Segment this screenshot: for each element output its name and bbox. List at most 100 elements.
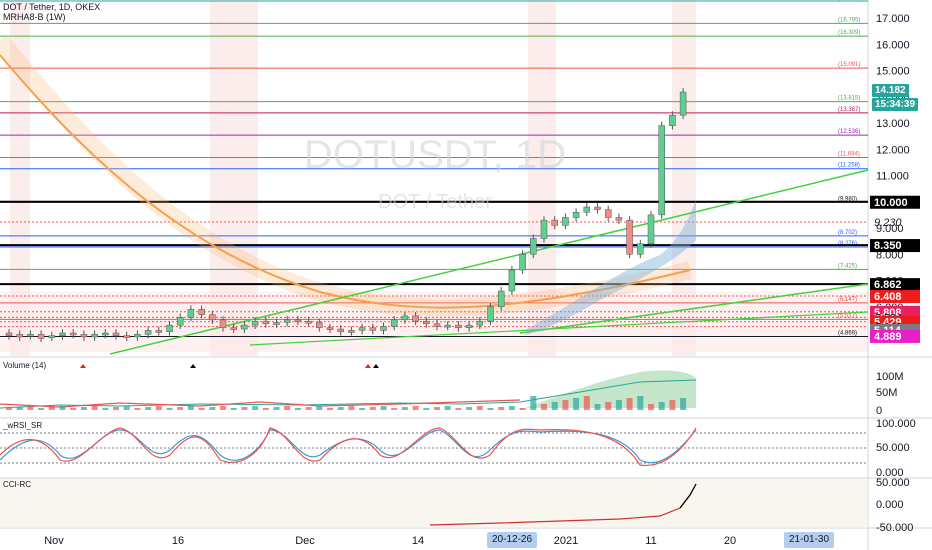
candle-body — [16, 334, 23, 338]
time-range-start: 20-12-26 — [487, 532, 538, 548]
volume-bar — [444, 406, 451, 410]
volume-bar — [241, 407, 248, 410]
volume-bar — [637, 396, 644, 410]
watermark-name: DOT / Tether — [378, 191, 492, 213]
volume-bar — [605, 402, 612, 410]
volume-bar — [327, 408, 333, 410]
candle-body — [487, 306, 494, 322]
level-line-label: (6.147) — [838, 297, 857, 303]
candle-body — [305, 320, 312, 324]
symbol-title[interactable]: DOT / Tether, 1D, OKEX — [3, 2, 101, 12]
candle-body — [562, 217, 569, 226]
candle-body — [112, 332, 120, 336]
level-line-label: (11.684) — [838, 152, 860, 158]
level-line-label: (16.309) — [838, 30, 860, 36]
volume-bar — [519, 408, 526, 410]
rsi-signal — [0, 427, 697, 467]
volume-bar — [252, 406, 259, 410]
candle-body — [134, 334, 141, 338]
rsi-tick: 50.000 — [876, 442, 910, 454]
candle-body — [5, 332, 13, 336]
volume-bar — [284, 406, 291, 410]
level-line-label: (4.869) — [838, 330, 857, 336]
candle-body — [251, 320, 259, 326]
volume-bar — [102, 408, 109, 410]
volume-tick: 100M — [876, 371, 904, 383]
volume-tick: 50M — [876, 387, 897, 399]
candle-body — [380, 326, 387, 331]
volume-bar — [412, 406, 419, 410]
candle-body — [540, 219, 548, 239]
price-tag: 4.889 — [874, 331, 902, 343]
volume-bar — [134, 408, 141, 410]
volume-bar — [166, 408, 173, 410]
candle-body — [262, 320, 270, 325]
level-line-label: (15.091) — [838, 62, 860, 68]
candle-body — [59, 332, 66, 336]
candle-body — [572, 212, 580, 218]
candle-body — [444, 324, 451, 328]
time-tick: 20 — [724, 535, 736, 547]
candle-body — [423, 320, 430, 325]
time-tick: 16 — [172, 535, 184, 547]
candle-body — [273, 322, 280, 325]
volume-bar — [198, 408, 205, 410]
volume-bar — [262, 408, 269, 410]
level-line-label: (12.536) — [838, 129, 860, 135]
ma-curve — [0, 54, 691, 309]
price-tag-bg — [870, 290, 920, 304]
volume-bar — [59, 406, 66, 410]
volume-bar — [401, 407, 408, 410]
level-line-label: (13.815) — [838, 96, 860, 102]
volume-bar — [27, 406, 34, 410]
volume-bar — [583, 396, 590, 410]
indicator-title[interactable]: MRHA8-B (1W) — [3, 12, 66, 22]
candle-body — [594, 206, 601, 210]
volume-bar — [337, 407, 344, 410]
candle-body — [80, 334, 88, 338]
price-tick: 13.000 — [876, 118, 910, 130]
candle-body — [198, 309, 205, 315]
volume-bar — [123, 406, 130, 410]
price-tag-bg — [870, 195, 920, 209]
volume-bar — [487, 408, 494, 410]
rsi-pane-label[interactable]: _wRSI_SR — [3, 421, 43, 430]
price-tag: 6.862 — [874, 279, 902, 291]
price-tag: 8.350 — [874, 240, 902, 252]
volume-bar — [669, 400, 676, 410]
candle-body — [176, 317, 184, 326]
price-tag: 10.000 — [874, 197, 908, 209]
level-line-label: (8.702) — [838, 230, 857, 236]
candle-body — [465, 324, 473, 328]
volume-bar — [177, 407, 184, 410]
volume-pane-label[interactable]: Volume (14) — [3, 361, 47, 370]
price-tag-bg — [870, 329, 920, 343]
candle-body — [358, 327, 366, 331]
level-line-label: (8.276) — [838, 241, 857, 247]
time-tick: Nov — [44, 535, 64, 547]
candle-body — [615, 217, 623, 221]
volume-bar — [359, 408, 366, 410]
highlight-band — [10, 0, 30, 356]
price-tick: 16.000 — [876, 39, 910, 51]
candle-body — [669, 114, 676, 126]
price-tag-bg — [870, 278, 920, 292]
candle-body — [48, 335, 56, 338]
time-tick: 2021 — [554, 535, 578, 547]
candle-body — [637, 243, 644, 255]
candle-body — [187, 309, 195, 318]
candle-body — [455, 324, 462, 328]
volume-bar — [187, 406, 194, 410]
candle-body — [497, 290, 505, 307]
signal-marker — [365, 364, 371, 368]
rsi-tick: 100.000 — [876, 418, 916, 430]
candle-body — [412, 315, 419, 322]
candle-body — [219, 319, 227, 328]
volume-bar — [498, 407, 505, 410]
cci-tick: 50.000 — [876, 477, 910, 489]
last-price-tag: 14.182 — [872, 84, 909, 97]
cci-pane-label[interactable]: CCI-RC — [3, 480, 31, 489]
volume-bar — [508, 406, 515, 410]
volume-bar — [391, 408, 398, 410]
